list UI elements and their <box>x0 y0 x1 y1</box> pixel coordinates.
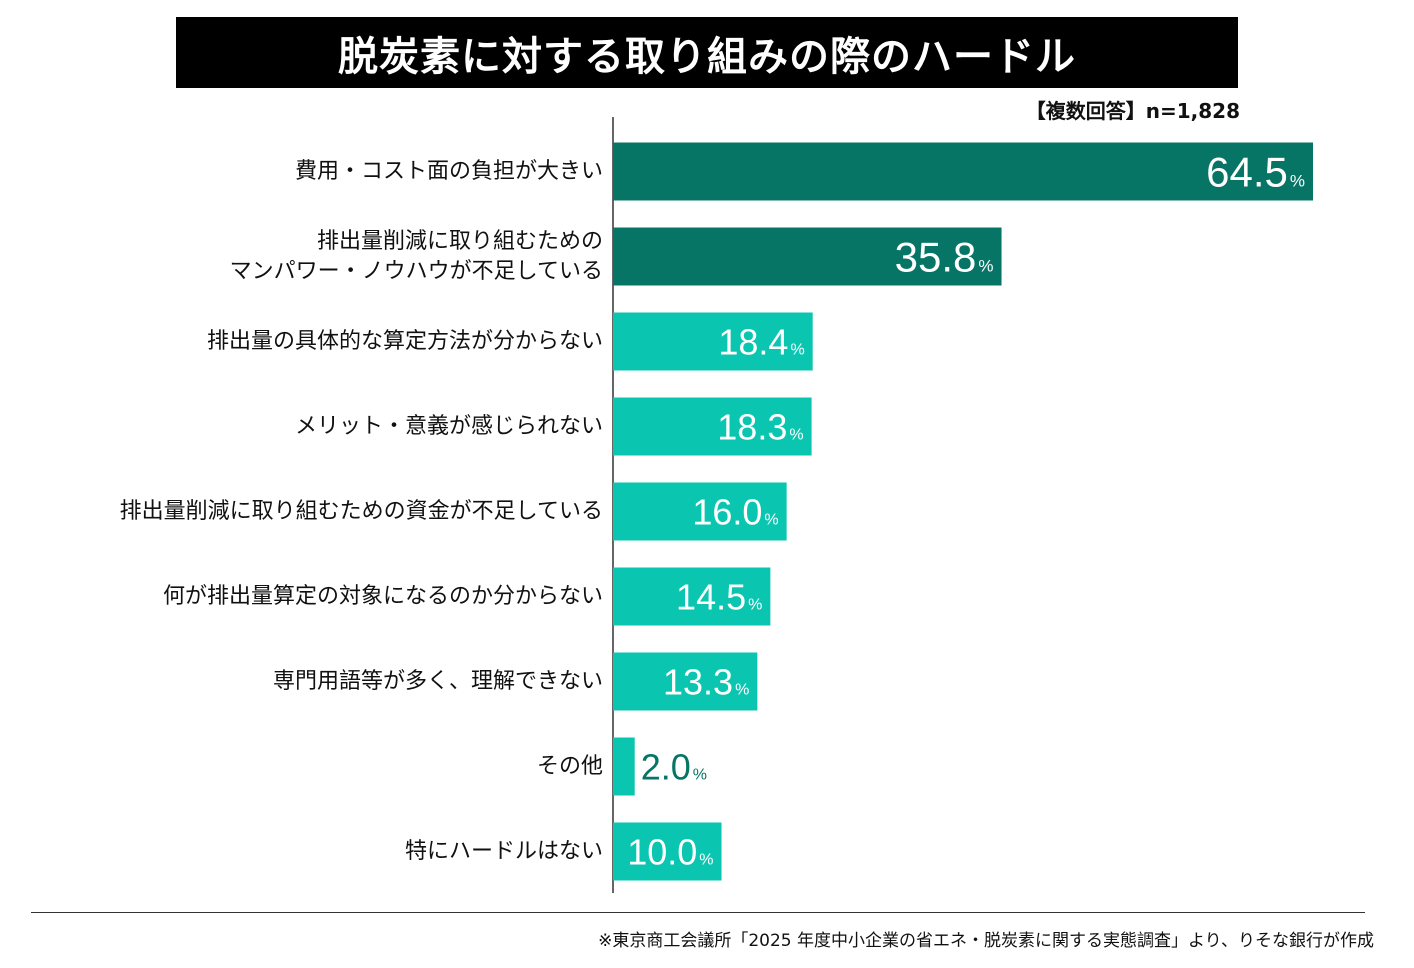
bar-2 <box>613 227 1002 286</box>
category-label-2: 排出量削減に取り組むための <box>317 229 603 254</box>
category-label-9: 特にハードルはない <box>405 839 603 864</box>
bar-6 <box>613 567 771 626</box>
value-label-4: 18.3% <box>717 406 803 447</box>
value-label-3: 18.4% <box>718 321 804 362</box>
source-note: ※東京商工会議所「2025 年度中小企業の省エネ・脱炭素に関する実態調査」より、… <box>598 931 1374 951</box>
value-label-1: 64.5% <box>1206 149 1305 196</box>
bar-8 <box>613 737 635 796</box>
category-label-8: その他 <box>537 754 603 779</box>
bar-1 <box>613 142 1313 201</box>
value-label-7: 13.3% <box>663 661 749 702</box>
bar-chart: 費用・コスト面の負担が大きい 64.5 % 排出量削減に取り組むためのマンパワー・ノウ… <box>120 117 1313 893</box>
title-banner: 脱炭素に対する取り組みの際のハードル <box>176 17 1238 88</box>
bar-7 <box>613 652 758 711</box>
bar-4 <box>613 397 812 456</box>
value-label-2: 35.8% <box>895 234 994 281</box>
footer-divider <box>31 912 1365 913</box>
bar-9 <box>613 822 722 881</box>
value-label-5: 16.0% <box>692 491 778 532</box>
bar-5 <box>613 482 787 541</box>
value-label-6: 14.5% <box>676 576 762 617</box>
value-label-9: 10.0% <box>627 831 713 872</box>
category-label-1: 費用・コスト面の負担が大きい <box>295 159 603 184</box>
chart-title: 脱炭素に対する取り組みの際のハードル <box>338 33 1076 80</box>
category-label-7: 専門用語等が多く、理解できない <box>273 669 603 694</box>
category-label-2: マンパワー・ノウハウが不足している <box>230 259 603 284</box>
category-label-6: 何が排出量算定の対象になるのか分からない <box>163 584 603 609</box>
category-label-3: 排出量の具体的な算定方法が分からない <box>207 329 603 354</box>
sample-size-note: 【複数回答】n=1,828 <box>1025 99 1240 123</box>
value-label-8: 2.0% <box>641 746 707 787</box>
category-label-5: 排出量削減に取り組むための資金が不足している <box>120 499 603 524</box>
bar-3 <box>613 312 813 371</box>
category-label-4: メリット・意義が感じられない <box>295 414 603 439</box>
